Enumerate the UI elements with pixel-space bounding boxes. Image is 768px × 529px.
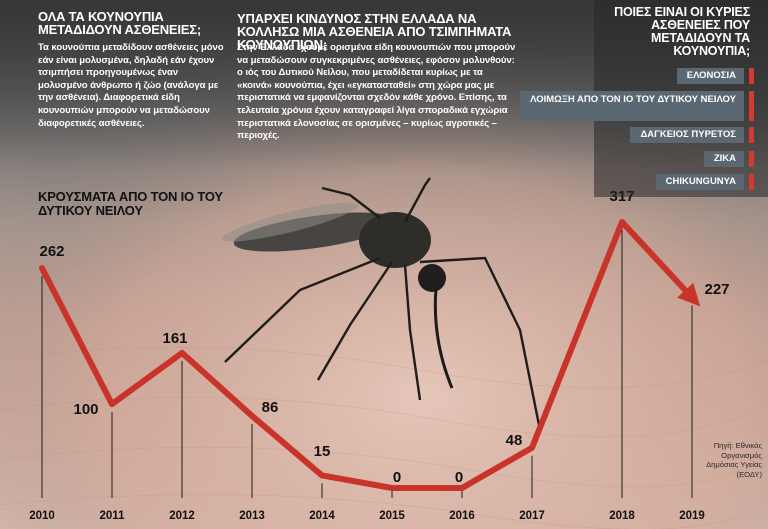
x-tick-label: 2019 xyxy=(679,510,705,522)
data-label: 0 xyxy=(455,469,463,486)
disease-item-marker xyxy=(749,174,754,190)
disease-item-west-nile: ΛΟΙΜΩΞΗ ΑΠΟ ΤΟΝ ΙΟ ΤΟΥ ΔΥΤΙΚΟΥ ΝΕΙΛΟΥ xyxy=(520,91,744,121)
x-tick-label: 2013 xyxy=(239,510,265,522)
chart-drop-lines xyxy=(41,230,693,498)
x-tick-labels: 2010 2011 2012 2013 2014 2015 2016 2017 2018 2019 xyxy=(29,510,705,522)
x-tick-label: 2010 xyxy=(29,510,55,522)
x-tick-label: 2018 xyxy=(609,510,635,522)
data-label: 48 xyxy=(506,432,523,449)
x-tick-label: 2011 xyxy=(100,510,126,522)
disease-item-marker xyxy=(749,68,754,84)
data-label: 100 xyxy=(73,401,98,418)
box-middle-heading: ΥΠΑΡΧΕΙ ΚΙΝΔΥΝΟΣ ΣΤΗΝ ΕΛΛΑΔΑ ΝΑ ΚΟΛΛΗΣΩ … xyxy=(237,11,512,52)
data-label: 262 xyxy=(39,243,64,260)
diseases-panel-title: ΠΟΙΕΣ ΕΙΝΑΙ ΟΙ ΚΥΡΙΕΣ ΑΣΘΕΝΕΙΕΣ ΠΟΥ ΜΕΤΑ… xyxy=(614,5,750,58)
x-tick-label: 2012 xyxy=(169,510,195,522)
disease-item-chikungunya: CHIKUNGUNYA xyxy=(655,174,744,190)
x-tick-label: 2015 xyxy=(379,510,405,522)
data-label: 0 xyxy=(393,469,401,486)
disease-item-marker xyxy=(749,91,754,121)
x-tick-label: 2016 xyxy=(449,510,475,522)
disease-item-zika: ΖΙΚΑ xyxy=(703,151,744,167)
disease-item-dengue: ΔΑΓΚΕΙΟΣ ΠΥΡΕΤΟΣ xyxy=(630,127,744,143)
x-tick-label: 2014 xyxy=(309,510,335,522)
box-left-heading: ΟΛΑ ΤΑ ΚΟΥΝΟΥΠΙΑ ΜΕΤΑΔΙΔΟΥΝ ΑΣΘΕΝΕΙΕΣ; xyxy=(38,9,201,37)
box-middle-body: Στην Ελλάδα έχουμε ορισμένα είδη κουνουπ… xyxy=(237,42,516,142)
disease-item-malaria: ΕΛΟΝΟΣΙΑ xyxy=(676,68,744,84)
series-line xyxy=(39,219,691,491)
box-left-body: Τα κουνούπια μεταδίδουν ασθένειες μόνο ε… xyxy=(38,42,224,129)
data-label: 161 xyxy=(162,330,187,347)
chart-title: ΚΡΟΥΣΜΑΤΑ ΑΠΟ ΤΟΝ ΙΟ ΤΟΥ ΔΥΤΙΚΟΥ ΝΕΙΛΟΥ xyxy=(38,189,223,218)
data-label: 15 xyxy=(314,443,331,460)
data-label: 86 xyxy=(262,399,279,416)
source-note: Πηγή: Εθνικός Οργανισμός Δημόσιας Υγείας… xyxy=(706,441,762,479)
x-tick-label: 2017 xyxy=(519,510,545,522)
data-label: 227 xyxy=(704,281,729,298)
disease-item-marker xyxy=(749,127,754,143)
series-arrowhead xyxy=(677,282,701,307)
disease-item-marker xyxy=(749,151,754,167)
mosquito-icon xyxy=(222,177,542,431)
